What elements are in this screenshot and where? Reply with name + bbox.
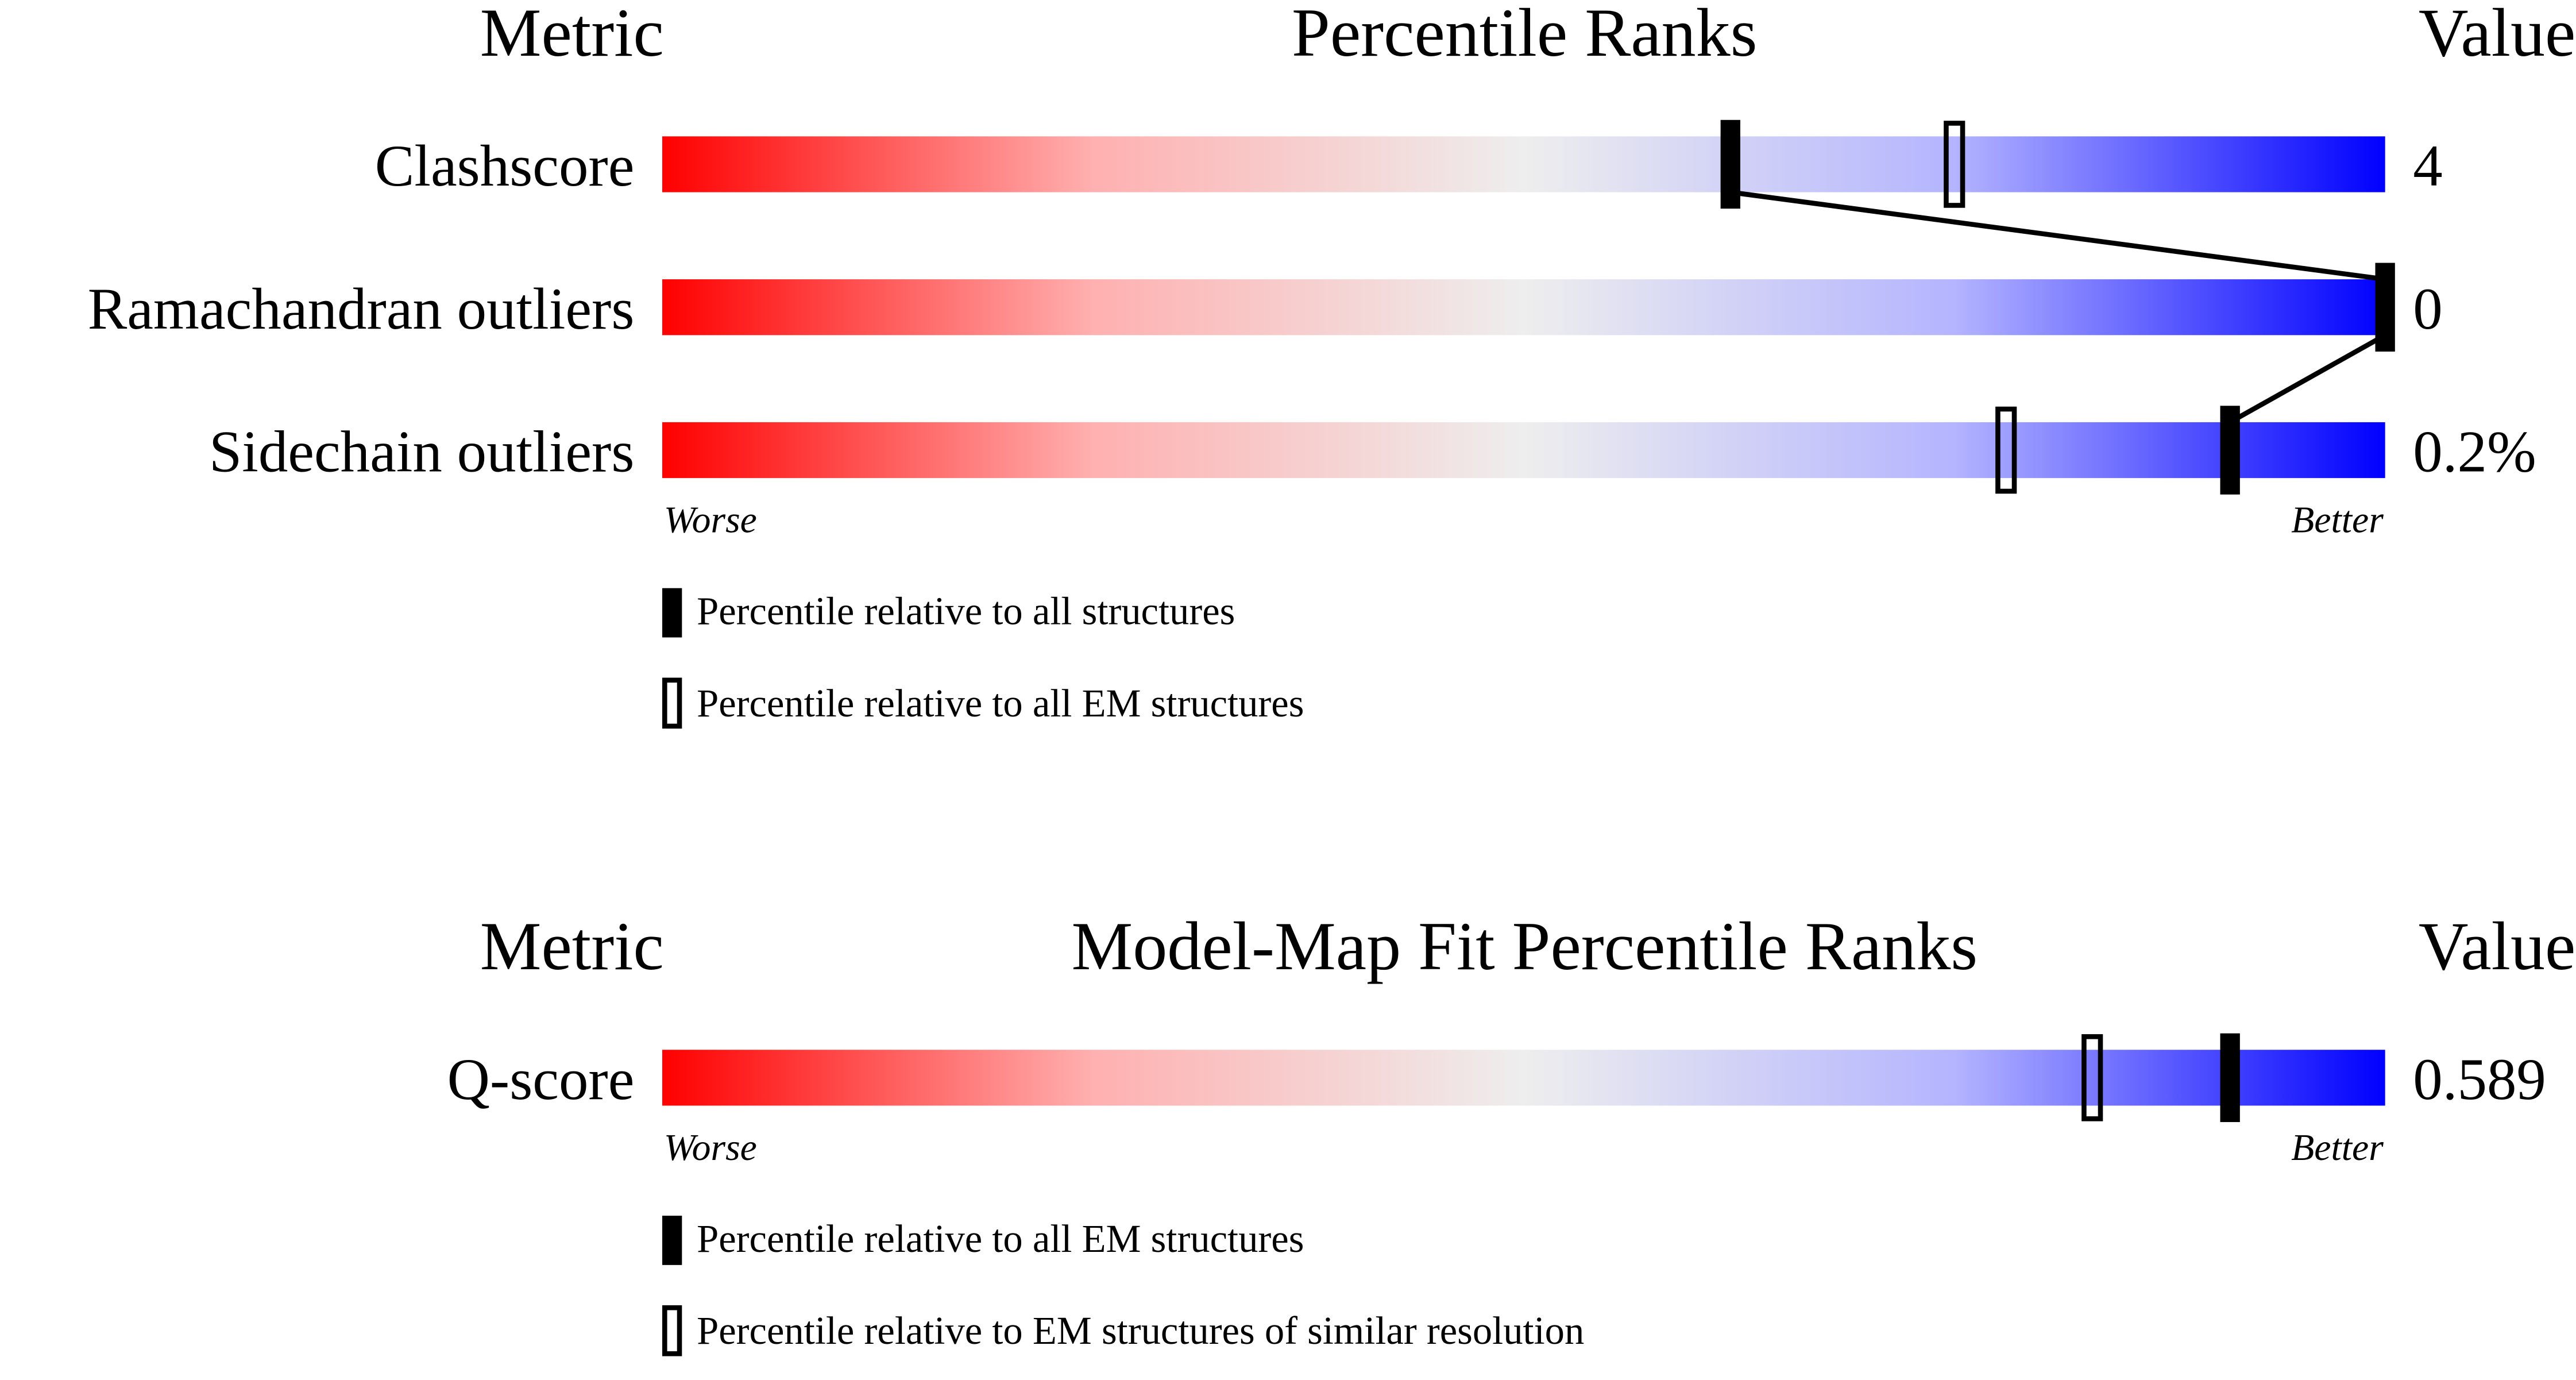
worse-label: Worse xyxy=(664,1127,757,1169)
chart-title: Percentile Ranks xyxy=(1292,0,1757,71)
legend-filled-label: Percentile relative to all EM structures xyxy=(697,1217,1304,1260)
value-header: Value xyxy=(2419,0,2575,71)
worse-label: Worse xyxy=(664,499,757,541)
metric-value: 0.2% xyxy=(2413,419,2536,485)
em-percentile-marker xyxy=(1944,121,1965,208)
all-percentile-marker xyxy=(2220,1033,2240,1123)
legend-filled-marker-icon xyxy=(662,1216,682,1265)
metric-value: 0 xyxy=(2413,276,2442,342)
metric-value: 0.589 xyxy=(2413,1047,2546,1112)
legend-filled-marker-icon xyxy=(662,588,682,638)
legend-open-label: Percentile relative to EM structures of … xyxy=(697,1309,1584,1352)
em-percentile-marker xyxy=(1995,406,2017,494)
connector-line xyxy=(2229,333,2386,425)
percentile-bar xyxy=(662,279,2385,336)
value-header: Value xyxy=(2419,908,2575,984)
metric-header: Metric xyxy=(480,0,664,71)
legend-open-marker-icon xyxy=(662,1305,682,1356)
legend-open-marker-icon xyxy=(662,677,682,729)
metric-label: Sidechain outliers xyxy=(209,419,634,485)
better-label: Better xyxy=(2291,1127,2384,1169)
metric-value: 4 xyxy=(2413,133,2442,199)
connector-line xyxy=(1730,190,2386,282)
percentile-bar xyxy=(662,422,2385,479)
chart-panel: Metric Model-Map Fit Percentile Ranks Valu… xyxy=(447,908,2575,1356)
metric-header: Metric xyxy=(480,908,664,984)
legend-open-label: Percentile relative to all EM structures xyxy=(697,681,1304,725)
metric-label: Clashscore xyxy=(375,133,635,199)
metric-label: Ramachandran outliers xyxy=(88,276,635,342)
percentile-bar xyxy=(662,1050,2385,1106)
percentile-bar xyxy=(662,136,2385,192)
chart-title: Model-Map Fit Percentile Ranks xyxy=(1071,908,1978,984)
chart-panel: Metric Percentile Ranks Value Clashscore 4 Ra… xyxy=(88,0,2575,729)
better-label: Better xyxy=(2291,499,2384,541)
metric-label: Q-score xyxy=(447,1047,635,1112)
legend-filled-label: Percentile relative to all structures xyxy=(697,589,1235,633)
em-percentile-marker xyxy=(2081,1034,2103,1121)
